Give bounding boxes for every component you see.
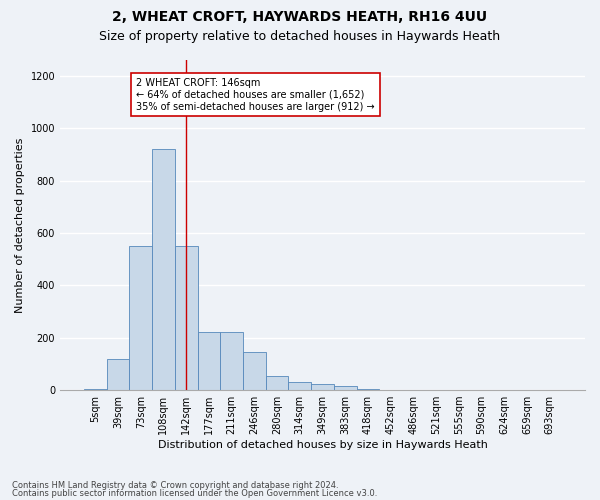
Bar <box>289 382 311 390</box>
Bar <box>334 386 356 390</box>
Bar <box>152 149 175 390</box>
Bar <box>197 332 220 390</box>
Text: 2, WHEAT CROFT, HAYWARDS HEATH, RH16 4UU: 2, WHEAT CROFT, HAYWARDS HEATH, RH16 4UU <box>112 10 488 24</box>
Bar <box>175 246 197 390</box>
Bar <box>84 389 107 390</box>
X-axis label: Distribution of detached houses by size in Haywards Heath: Distribution of detached houses by size … <box>158 440 487 450</box>
Text: Contains public sector information licensed under the Open Government Licence v3: Contains public sector information licen… <box>12 488 377 498</box>
Bar <box>220 332 243 390</box>
Bar <box>107 358 130 390</box>
Text: Contains HM Land Registry data © Crown copyright and database right 2024.: Contains HM Land Registry data © Crown c… <box>12 481 338 490</box>
Bar <box>130 246 152 390</box>
Bar <box>356 389 379 390</box>
Bar <box>266 376 289 390</box>
Bar <box>311 384 334 390</box>
Bar <box>243 352 266 390</box>
Text: 2 WHEAT CROFT: 146sqm
← 64% of detached houses are smaller (1,652)
35% of semi-d: 2 WHEAT CROFT: 146sqm ← 64% of detached … <box>136 78 375 112</box>
Y-axis label: Number of detached properties: Number of detached properties <box>15 138 25 312</box>
Text: Size of property relative to detached houses in Haywards Heath: Size of property relative to detached ho… <box>100 30 500 43</box>
